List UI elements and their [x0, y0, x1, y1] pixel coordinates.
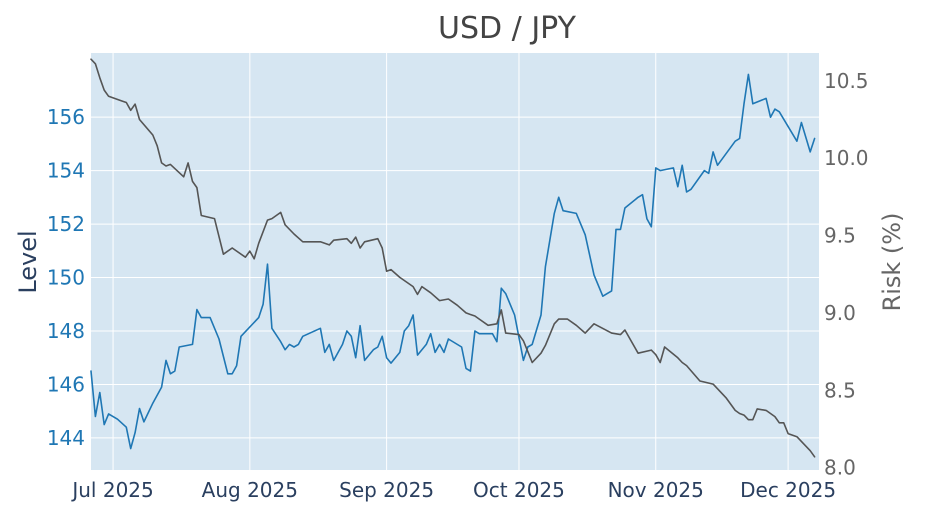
right-tick-label: 9.0 — [824, 301, 856, 325]
right-axis-label: Risk (%) — [878, 213, 906, 312]
left-axis-label: Level — [14, 230, 42, 293]
right-tick-label: 8.5 — [824, 378, 856, 402]
left-tick-label: 154 — [47, 159, 85, 183]
chart-title: USD / JPY — [438, 11, 577, 46]
gridlines — [91, 53, 819, 470]
right-tick-label: 10.5 — [824, 69, 869, 93]
x-axis-ticks: Jul 2025 Aug 2025 Sep 2025 Oct 2025 Nov 2025… — [70, 478, 836, 502]
level-series-line — [90, 73, 816, 450]
left-axis-ticks: 144 146 148 150 152 154 156 — [47, 105, 85, 450]
right-tick-label: 10.0 — [824, 146, 869, 170]
x-tick-label: Nov 2025 — [608, 478, 704, 502]
right-tick-label: 9.5 — [824, 224, 856, 248]
x-tick-label: Aug 2025 — [202, 478, 298, 502]
left-tick-label: 156 — [47, 105, 85, 129]
x-tick-label: Jul 2025 — [70, 478, 153, 502]
x-tick-label: Oct 2025 — [473, 478, 565, 502]
risk-series-line — [90, 58, 816, 458]
plot-area — [91, 53, 819, 470]
x-tick-label: Dec 2025 — [740, 478, 836, 502]
x-tick-label: Sep 2025 — [339, 478, 434, 502]
left-tick-label: 150 — [47, 266, 85, 290]
series-layer — [90, 58, 816, 458]
left-tick-label: 152 — [47, 212, 85, 236]
right-tick-label: 8.0 — [824, 456, 856, 480]
left-tick-label: 144 — [47, 426, 85, 450]
left-tick-label: 146 — [47, 372, 85, 396]
left-tick-label: 148 — [47, 319, 85, 343]
right-axis-ticks: 8.0 8.5 9.0 9.5 10.0 10.5 — [824, 69, 869, 480]
